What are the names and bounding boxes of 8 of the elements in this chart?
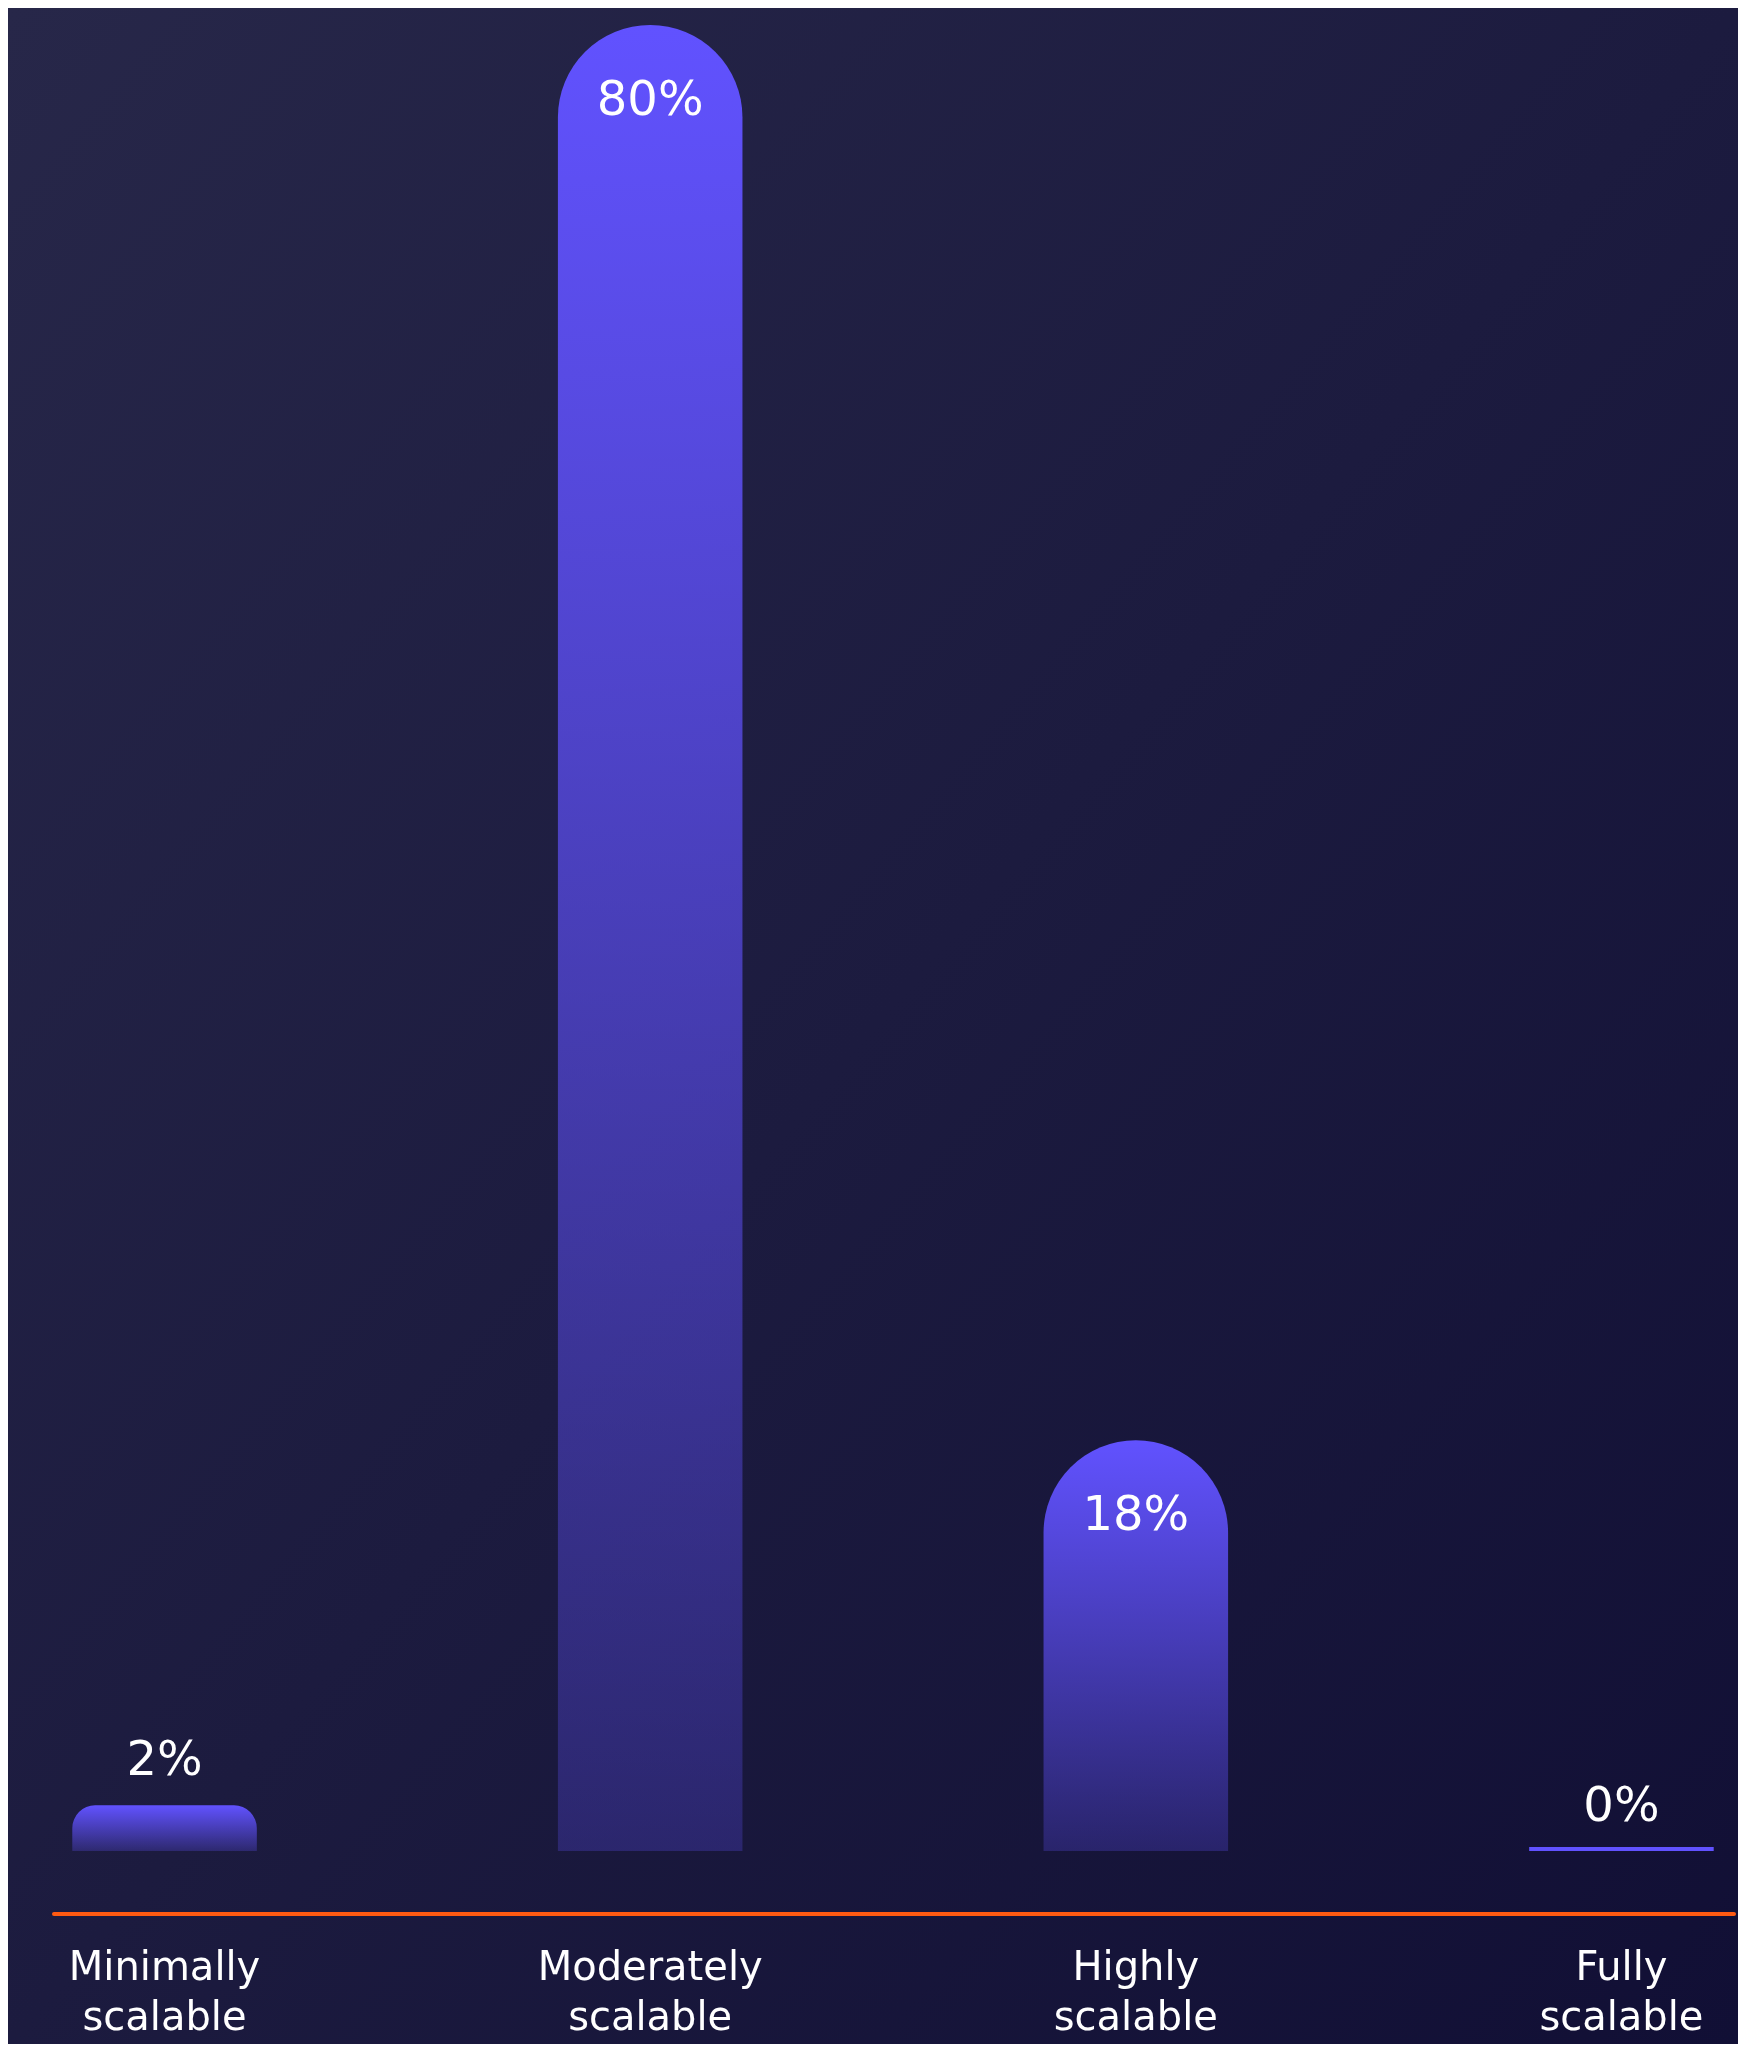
data-label: 2%	[126, 1730, 203, 1787]
x-tick-label: Highly scalable	[1053, 1943, 1218, 2039]
x-tick-label: Moderately scalable	[537, 1943, 763, 2039]
data-label: 0%	[1583, 1776, 1660, 1832]
data-label: 18%	[1082, 1485, 1190, 1542]
data-label: 80%	[596, 70, 704, 126]
x-tick-label: Minimally scalable	[68, 1943, 261, 2039]
x-tick-label: Fully scalable	[1539, 1943, 1704, 2039]
